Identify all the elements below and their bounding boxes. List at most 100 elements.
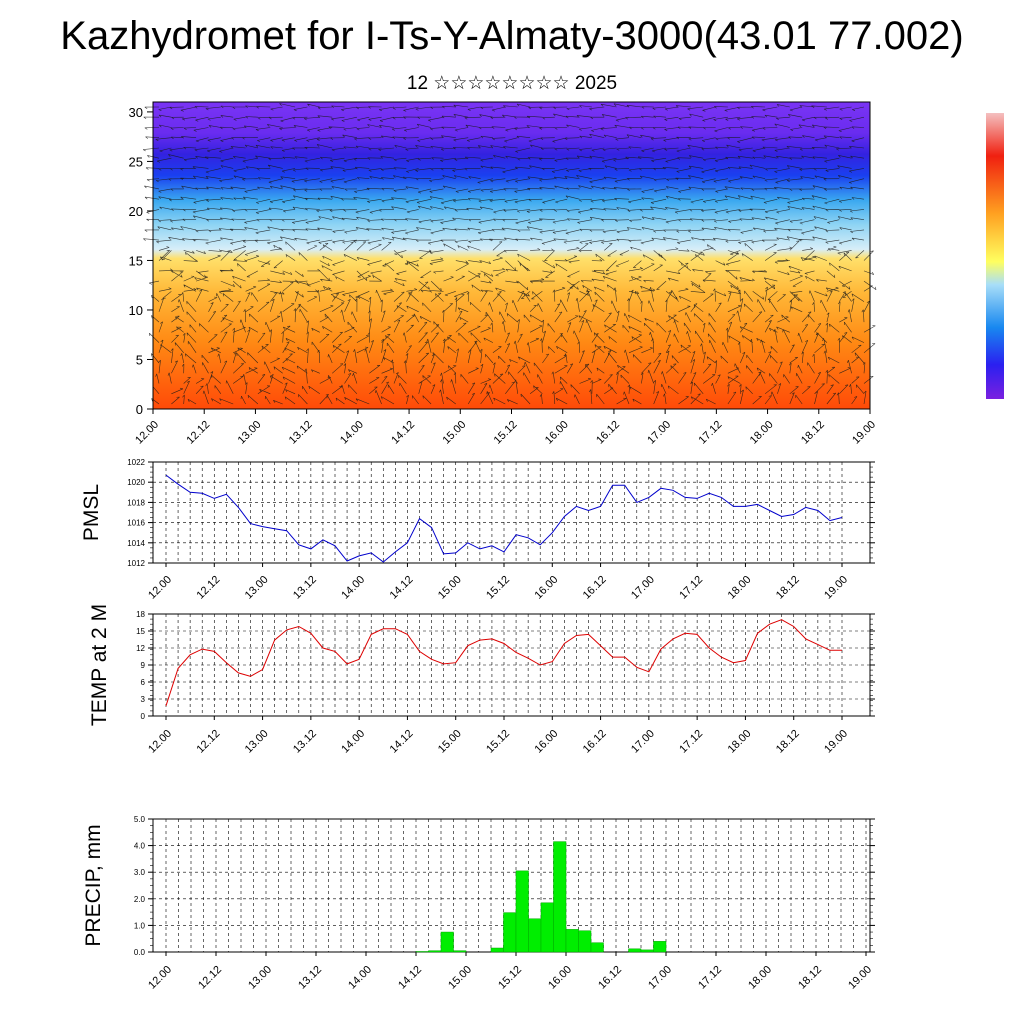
pmsl-x-tick-label: 16.00 [532, 574, 560, 602]
precip-y-tick-label: 1.0 [134, 921, 146, 930]
temp2m-x-tick-label: 13.00 [243, 728, 271, 756]
precip-x-tick-label: 17.00 [646, 964, 674, 992]
pmsl-x-tick-label: 18.00 [726, 574, 754, 602]
precip-bar [440, 931, 454, 953]
section-x-tick-label: 14.12 [389, 419, 417, 447]
section-x-tick-label: 19.00 [850, 419, 878, 447]
section-y-tick-label: 20 [129, 204, 143, 219]
precip-y-tick-label: 5.0 [134, 815, 146, 824]
precip-x-tick-label: 18.00 [746, 964, 774, 992]
temp2m-x-tick-label: 12.00 [146, 728, 174, 756]
pmsl-x-tick-label: 14.12 [388, 574, 416, 602]
section-x-tick-label: 16.00 [543, 419, 571, 447]
precip-x-tick-label: 15.00 [446, 964, 474, 992]
precip-bar [565, 929, 579, 953]
section-x-tick-label: 12.12 [184, 419, 212, 447]
pmsl-y-tick-label: 1018 [127, 498, 145, 507]
pmsl-y-tick-label: 1012 [127, 559, 145, 568]
temp2m-y-tick-label: 12 [136, 644, 145, 653]
temp2m-y-tick-label: 18 [136, 610, 145, 619]
pmsl-x-tick-label: 16.12 [581, 574, 609, 602]
precip-y-tick-label: 3.0 [134, 868, 146, 877]
section-y-tick-label: 15 [129, 253, 143, 268]
section-x-tick-label: 18.12 [799, 419, 827, 447]
temp2m-x-tick-label: 12.12 [194, 728, 222, 756]
precip-bar [453, 950, 467, 953]
precip-x-tick-label: 13.00 [246, 964, 274, 992]
precip-bar [578, 930, 592, 953]
precip-x-tick-label: 14.12 [396, 964, 424, 992]
precip-x-tick-label: 12.00 [146, 964, 174, 992]
precip-bar [415, 951, 429, 953]
precip-y-tick-label: 0.0 [134, 948, 146, 957]
section-x-axis: 12.00 12.12 13.00 13.12 14.00 14.12 15.00 15.12… [133, 409, 878, 447]
temp2m-x-tick-label: 19.00 [822, 728, 850, 756]
precip-y-tick-label: 2.0 [134, 895, 146, 904]
precip-bar [553, 841, 567, 953]
precip-x-tick-label: 16.12 [596, 964, 624, 992]
temp2m-x-tick-label: 15.12 [484, 728, 512, 756]
precip-x-tick-label: 14.00 [346, 964, 374, 992]
temp-panel: 0 3 6 9 12 15 18 TEMP at 2 M 12.00 12.12 13.00 13.1… [88, 604, 875, 756]
temp2m-x-tick-label: 18.00 [726, 728, 754, 756]
temp2m-x-tick-label: 15.00 [436, 728, 464, 756]
pmsl-y-tick-label: 1020 [127, 478, 145, 487]
precip-x-tick-label: 13.12 [296, 964, 324, 992]
temp2m-y-tick-label: 3 [141, 695, 146, 704]
precip-x-tick-label: 17.12 [696, 964, 724, 992]
section-y-tick-label: 5 [136, 352, 143, 367]
pmsl-x-tick-label: 12.12 [194, 574, 222, 602]
section-x-tick-label: 15.12 [492, 419, 520, 447]
pmsl-x-tick-label: 12.00 [146, 574, 174, 602]
precip-y-tick-label: 4.0 [134, 842, 146, 851]
precip-bar [515, 870, 529, 953]
precip-bar [490, 947, 504, 953]
pmsl-x-tick-label: 19.00 [822, 574, 850, 602]
temp2m-series-line [165, 619, 842, 706]
precip-x-tick-label: 12.12 [196, 964, 224, 992]
temp2m-x-tick-label: 13.12 [291, 728, 319, 756]
vertical-section-panel: 0 5 10 15 20 25 30 12.00 12.12 13.00 13.12 14.00 14… [129, 101, 878, 447]
precip-y-label: PRECIP, mm [82, 824, 105, 946]
precip-bar [628, 948, 642, 953]
section-x-tick-label: 16.12 [594, 419, 622, 447]
section-x-tick-label: 17.12 [697, 419, 725, 447]
section-x-tick-label: 18.00 [748, 419, 776, 447]
pmsl-frame [152, 461, 871, 564]
pmsl-y-tick-label: 1016 [127, 519, 145, 528]
section-y-tick-label: 25 [129, 154, 143, 169]
temp2m-x-tick-label: 16.00 [532, 728, 560, 756]
pmsl-x-tick-label: 17.12 [677, 574, 705, 602]
precip-panel: 0.0 1.0 2.0 3.0 4.0 5.0 PRECIP, mm 12.00 12.12 13… [82, 815, 875, 992]
pmsl-x-tick-label: 14.00 [339, 574, 367, 602]
precip-bar [540, 902, 554, 953]
pmsl-x-tick-label: 13.00 [243, 574, 271, 602]
temp2m-y-tick-label: 15 [136, 627, 145, 636]
precip-bar [653, 941, 667, 953]
precip-x-tick-label: 19.00 [846, 964, 874, 992]
precip-bar [528, 918, 542, 953]
precip-bar [590, 942, 604, 953]
chart-title: Kazhydromet for I-Ts-Y-Almaty-3000(43.01… [60, 14, 964, 58]
precip-x-tick-label: 18.12 [796, 964, 824, 992]
temp2m-y-tick-label: 0 [141, 712, 146, 721]
temp2m-x-tick-label: 17.12 [677, 728, 705, 756]
pmsl-x-tick-label: 18.12 [774, 574, 802, 602]
temp2m-x-tick-label: 16.12 [581, 728, 609, 756]
colorbar [986, 113, 1004, 399]
pmsl-x-tick-label: 17.00 [629, 574, 657, 602]
temp2m-x-tick-label: 18.12 [774, 728, 802, 756]
temp2m-y-tick-label: 9 [141, 661, 146, 670]
pmsl-x-tick-label: 13.12 [291, 574, 319, 602]
temp2m-x-tick-label: 17.00 [629, 728, 657, 756]
section-x-tick-label: 17.00 [645, 419, 673, 447]
precip-x-tick-label: 16.00 [546, 964, 574, 992]
temp2m-x-tick-label: 14.12 [388, 728, 416, 756]
section-x-tick-label: 15.00 [440, 419, 468, 447]
precip-bar [503, 912, 517, 953]
pmsl-y-tick-label: 1014 [127, 539, 145, 548]
pmsl-y-label: PMSL [80, 484, 103, 541]
precip-bar [640, 949, 654, 953]
section-y-tick-label: 10 [129, 303, 143, 318]
